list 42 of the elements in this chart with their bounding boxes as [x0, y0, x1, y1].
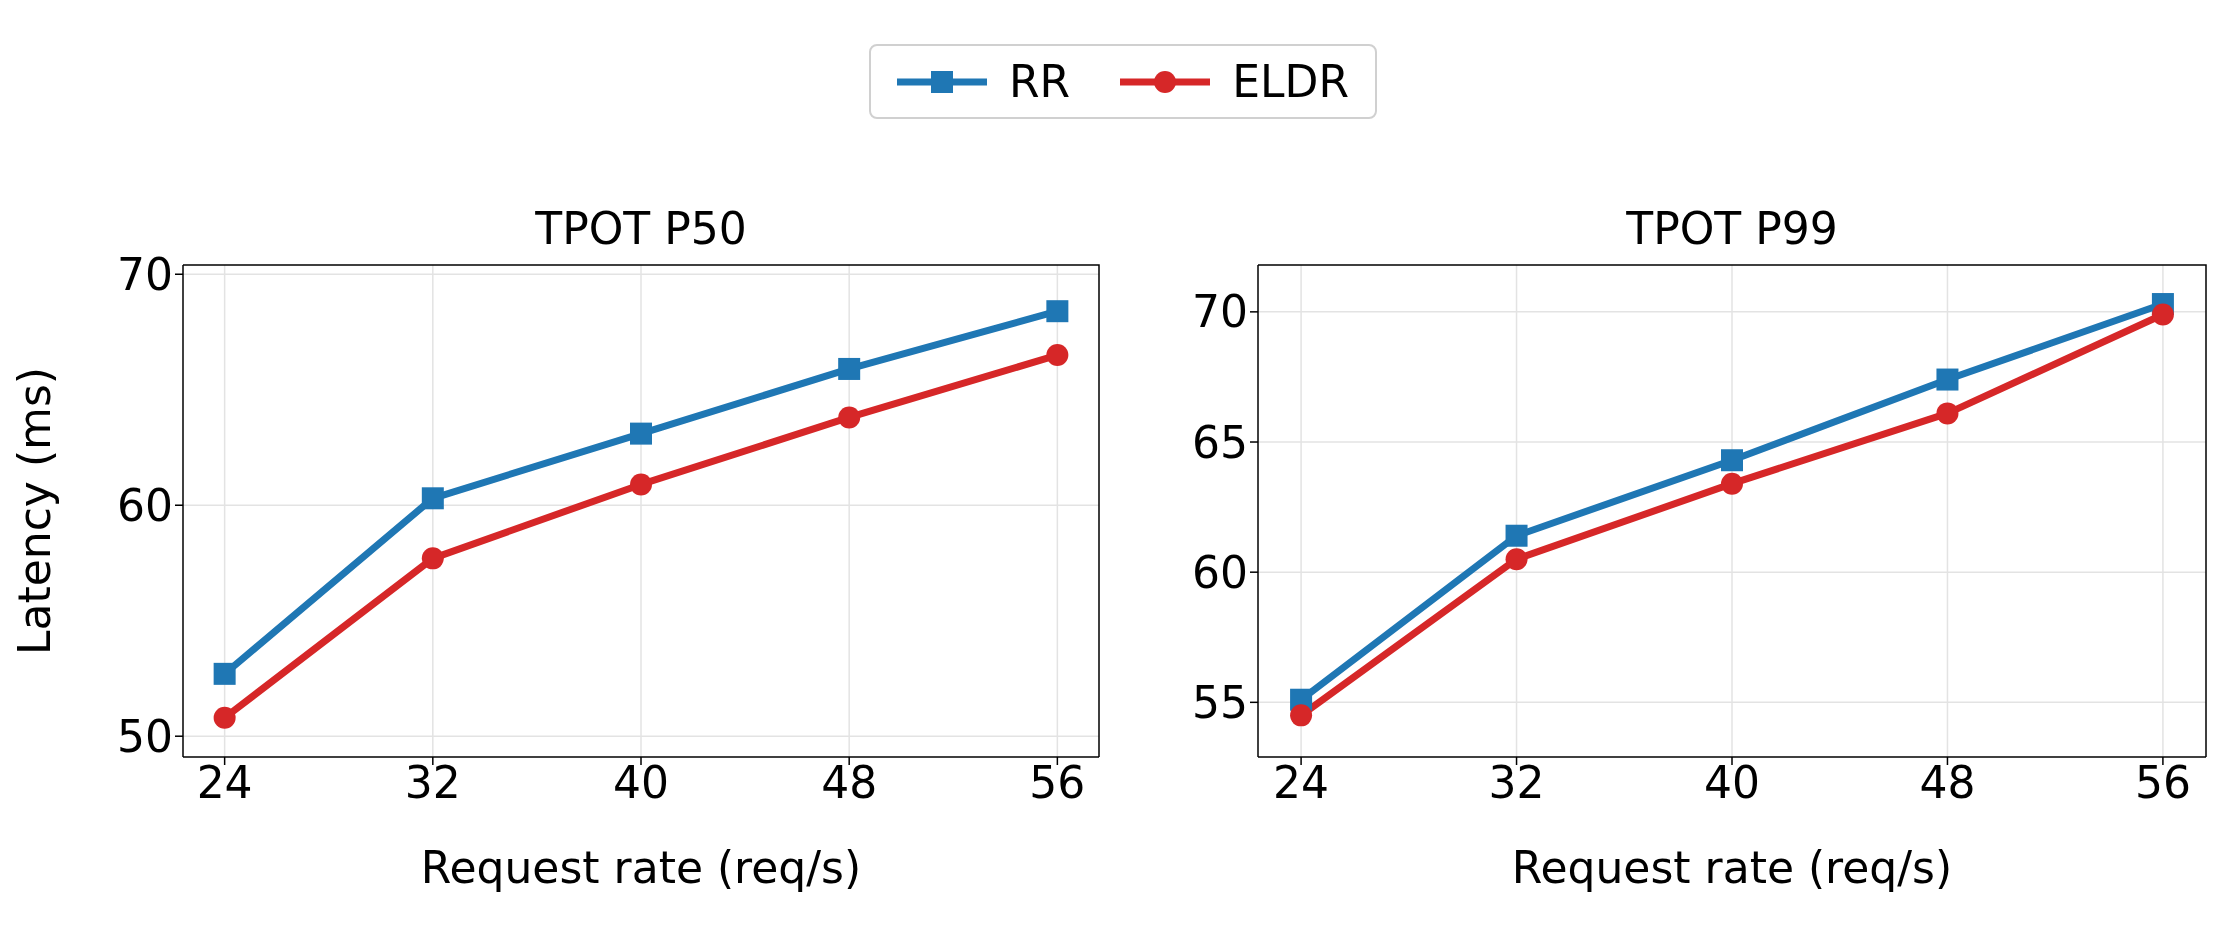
- point: [421, 487, 444, 510]
- point: [213, 662, 236, 685]
- x-axis-title: Request rate (req/s): [1511, 842, 1953, 893]
- point: [1046, 300, 1069, 323]
- x-tick-label: 56: [2134, 757, 2191, 809]
- point: [1721, 449, 1743, 472]
- x-tick-label: 24: [1273, 757, 1330, 809]
- y-axis-title: Latency (ms): [9, 366, 60, 656]
- y-tick-label: 65: [1192, 416, 1248, 468]
- point: [838, 357, 861, 380]
- legend-label: RR: [1009, 56, 1071, 107]
- x-tick-label: 40: [1704, 757, 1760, 809]
- x-tick-label: 40: [613, 757, 669, 809]
- y-tick-label: 70: [1192, 286, 1248, 338]
- y-tick-label: 50: [117, 710, 173, 762]
- point: [838, 406, 861, 429]
- point: [1290, 704, 1313, 727]
- x-tick-label: 48: [1919, 757, 1976, 809]
- x-tick-label: 32: [1488, 757, 1545, 809]
- point: [1505, 524, 1528, 547]
- x-tick-label: 24: [196, 757, 253, 809]
- y-tick-label: 60: [117, 479, 173, 531]
- point: [1046, 344, 1069, 367]
- x-tick-label: 48: [821, 757, 878, 809]
- point: [630, 422, 652, 445]
- y-tick-label: 70: [117, 248, 173, 300]
- x-tick-label: 32: [404, 757, 461, 809]
- point: [2151, 303, 2174, 326]
- point: [1505, 548, 1528, 571]
- point: [421, 547, 444, 570]
- legend-label: ELDR: [1232, 56, 1349, 107]
- point: [213, 706, 236, 729]
- x-tick-label: 56: [1029, 757, 1086, 809]
- chart-title: TPOT P99: [1625, 203, 1839, 255]
- point: [1721, 472, 1743, 495]
- point: [630, 473, 652, 496]
- y-tick-label: 55: [1192, 676, 1248, 728]
- point: [1936, 368, 1959, 391]
- chart-title: TPOT P50: [534, 203, 748, 255]
- point: [1936, 402, 1959, 425]
- x-axis-title: Request rate (req/s): [420, 842, 862, 893]
- y-tick-label: 60: [1192, 546, 1248, 598]
